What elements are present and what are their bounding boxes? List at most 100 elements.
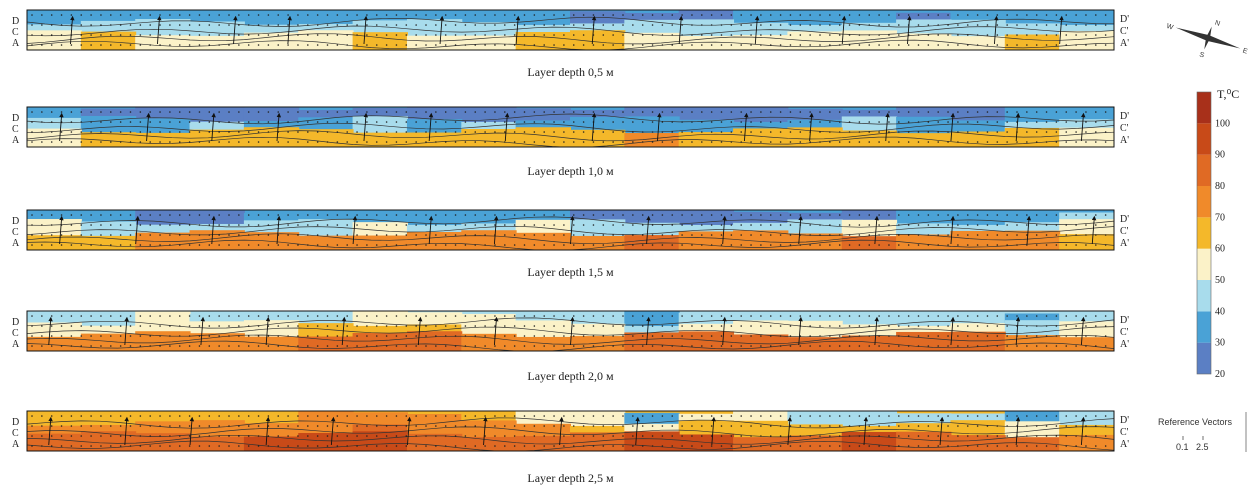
temperature-cell: [841, 130, 898, 147]
velocity-vector: [1091, 215, 1097, 245]
panel-3: DCA D'C'A' Layer depth 1,5 м: [12, 209, 1129, 279]
panel-title: Layer depth 1,0 м: [527, 164, 614, 178]
velocity-vector: [939, 416, 945, 446]
temperature-cell: [80, 333, 137, 351]
temperature-cell: [298, 432, 354, 451]
temperature-cell: [515, 232, 571, 250]
velocity-vector: [70, 15, 75, 45]
velocity-vector: [211, 112, 216, 142]
contour-line: [27, 417, 1114, 429]
left-label-D: D: [12, 16, 19, 27]
colorbar-title: T,⁰C: [1217, 87, 1239, 101]
panel-5: DCA D'C'A' Layer depth 2,5 м: [12, 410, 1129, 485]
temperature-cell: [896, 234, 952, 250]
velocity-vector: [483, 416, 488, 446]
left-label-D: D: [12, 216, 19, 227]
right-label: A': [1120, 38, 1129, 49]
left-label-A: A: [12, 339, 20, 350]
temperature-cell: [189, 35, 245, 50]
panel-frame: [26, 209, 1115, 251]
velocity-vector: [341, 316, 347, 346]
compass-label: N: [1214, 20, 1221, 28]
temperature-cell: [189, 129, 245, 147]
panel-title: Layer depth 0,5 м: [527, 65, 614, 79]
colorbar-tick-label: 40: [1215, 306, 1225, 317]
velocity-vector: [363, 15, 369, 45]
panel-frame: [26, 106, 1115, 148]
velocity-vector: [1015, 316, 1021, 346]
temperature-cell: [298, 129, 354, 147]
panel-frame: [26, 310, 1115, 352]
right-label: A': [1120, 135, 1129, 146]
velocity-vector: [146, 112, 151, 142]
temperature-cell: [298, 411, 354, 430]
temperature-cell: [461, 35, 517, 50]
left-label-D: D: [12, 417, 19, 428]
contour-line: [27, 33, 1114, 45]
velocity-vector: [1026, 215, 1032, 245]
right-label: C': [1120, 327, 1129, 338]
temperature-cell: [406, 210, 463, 229]
right-label: D': [1120, 315, 1129, 326]
left-label-C: C: [12, 124, 19, 135]
temperature-cell: [841, 335, 898, 351]
temperature-cell: [461, 333, 517, 351]
temperature-cell: [461, 436, 517, 451]
velocity-vector: [874, 215, 879, 245]
temperature-cell: [189, 436, 245, 451]
temperature-cell: [787, 31, 843, 50]
colorbar-segment: [1197, 217, 1211, 249]
colorbar-tick-label: 80: [1215, 181, 1225, 192]
left-label-A: A: [12, 238, 20, 249]
velocity-vector: [678, 15, 684, 45]
reference-vector-value: 2.5: [1196, 442, 1209, 452]
temperature-cell: [1059, 337, 1114, 351]
right-label: A': [1120, 238, 1129, 249]
temperature-cell: [733, 420, 789, 442]
temperature-cell: [624, 32, 680, 50]
velocity-vector: [156, 15, 162, 45]
temperature-cell: [570, 336, 626, 351]
velocity-vector: [570, 316, 575, 346]
node-grid: [31, 214, 1107, 246]
temperature-cell: [352, 132, 408, 147]
temperature-cell: [27, 433, 82, 451]
velocity-vector: [265, 416, 271, 446]
velocity-vector: [417, 316, 423, 346]
panel-frame: [26, 410, 1115, 452]
right-label: A': [1120, 439, 1129, 450]
compass-rose: N E S W: [1166, 20, 1249, 60]
temperature-cell: [515, 127, 571, 147]
temperature-cell: [135, 132, 191, 147]
velocity-vector: [124, 416, 129, 446]
right-label: C': [1120, 226, 1129, 237]
colorbar-segment: [1197, 248, 1211, 280]
temperature-cell: [896, 133, 952, 147]
temperature-cell: [1059, 321, 1114, 342]
velocity-vector: [711, 416, 716, 446]
contour-line: [27, 239, 1114, 250]
contour-line: [27, 136, 1114, 147]
temperature-cell: [1059, 234, 1114, 250]
left-label-C: C: [12, 227, 19, 238]
temperature-cell: [298, 219, 354, 240]
temperature-cell: [570, 432, 626, 451]
velocity-vector: [874, 316, 879, 346]
temperature-cell: [80, 132, 137, 147]
temperature-cell: [678, 35, 735, 50]
temperature-cell: [624, 132, 680, 147]
temperature-cell: [189, 333, 245, 351]
temperature-cell: [515, 10, 571, 29]
velocity-vector: [570, 215, 575, 245]
panel-4: DCA D'C'A' Layer depth 2,0 м: [12, 310, 1129, 383]
velocity-vector: [809, 112, 814, 142]
velocity-vector: [950, 215, 956, 245]
temperature-cell: [80, 311, 137, 330]
compass-label: W: [1166, 23, 1175, 32]
panel-1: DCA D'C'A' Layer depth 0,5 м: [12, 9, 1129, 79]
velocity-vector: [504, 112, 510, 142]
colorbar-segment: [1197, 123, 1211, 155]
velocity-vector: [754, 15, 760, 45]
temperature-cell: [733, 230, 789, 250]
temperature-cell: [950, 131, 1006, 147]
